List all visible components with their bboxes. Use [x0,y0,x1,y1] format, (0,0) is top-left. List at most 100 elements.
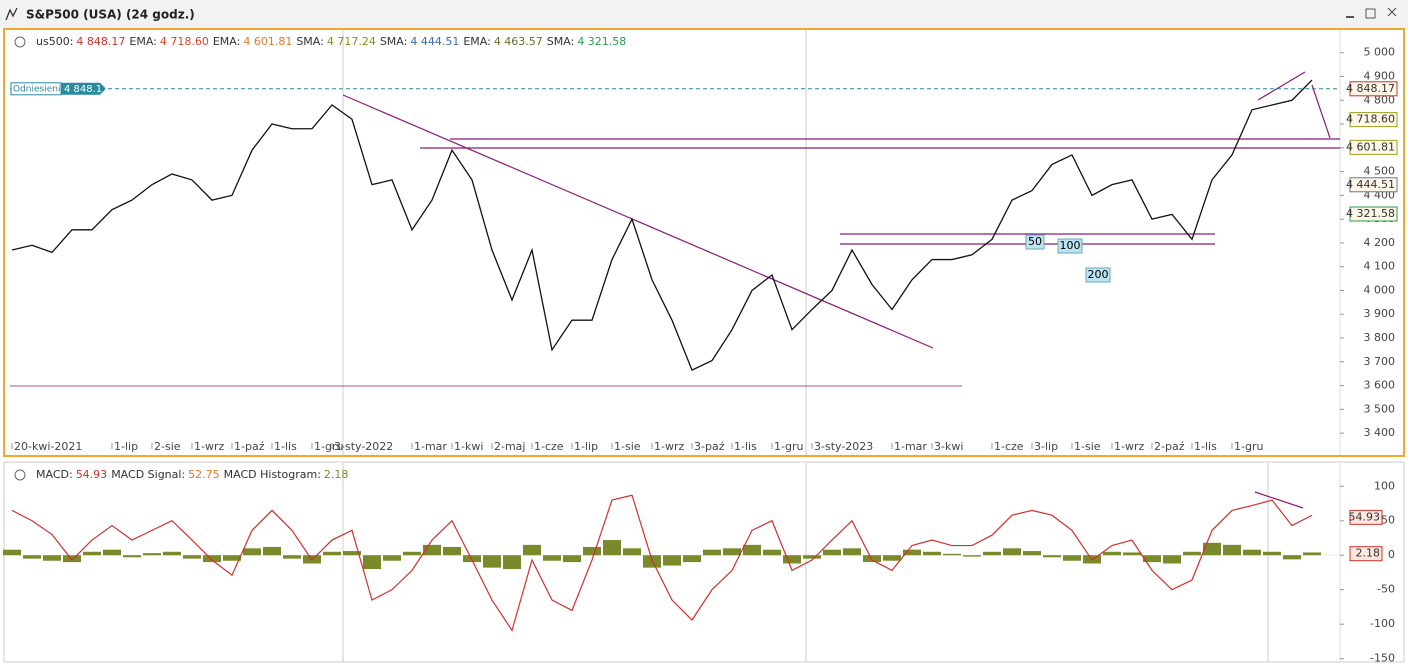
price-label: 4 601.81 [1346,140,1395,153]
legend-name: SMA: [380,35,408,48]
histogram-bar [263,546,281,556]
histogram-bar [1303,552,1321,556]
histogram-bar [543,555,561,561]
legend-name: MACD Histogram: [224,468,321,481]
x-tick-label: 1-wrz [1114,440,1144,453]
histogram-bar [1003,548,1021,556]
legend-value: 4 463.57 [494,35,543,48]
y-tick-label: 0 [1388,548,1395,561]
histogram-bar [643,555,661,568]
price-label-box [1349,177,1398,193]
x-tick-label: 3-paź [694,440,725,453]
histogram-bar [803,555,821,559]
histogram-bar [43,555,61,561]
x-tick-label: 3-sty-2023 [814,440,873,453]
x-tick-label: 1-wrz [654,440,684,453]
y-tick-label: -50 [1377,583,1395,596]
price-panel [3,28,1405,457]
histogram-bar [1023,551,1041,556]
histogram-bar [423,544,441,556]
histogram-bar [1063,555,1081,561]
x-tick-label: 2-maj [494,440,525,453]
histogram-bar [443,546,461,556]
legend-name: EMA: [129,35,156,48]
histogram-bar [743,544,761,556]
histogram-bar [723,548,741,556]
maximize-button[interactable] [1365,8,1376,19]
price-line [11,79,1313,371]
histogram-bar [203,555,221,563]
histogram-bar [843,548,861,556]
y-tick-label: 4 900 [1364,69,1396,82]
histogram-bar [1103,551,1121,556]
x-tick-label: 3-sty-2022 [334,440,393,453]
histogram-bar [383,555,401,561]
histogram-bar [983,551,1001,556]
histogram-bar [923,551,941,556]
x-tick-label: 1-cze [534,440,564,453]
reference-tag [61,82,106,95]
histogram-bar [23,555,41,559]
trend-line [1257,71,1306,101]
x-tick-label: 1-cze [994,440,1024,453]
legend-name: SMA: [547,35,575,48]
histogram-bar [1143,555,1161,563]
value-label-box [1349,509,1383,525]
value-label: 54.93 [1349,510,1381,523]
x-tick-label: 1-lis [274,440,297,453]
histogram-bar [103,549,121,556]
x-tick-label: 1-sie [614,440,641,453]
histogram-bar [3,549,21,556]
x-tick-label: 20-kwi-2021 [14,440,82,453]
legend-value: 2.18 [324,468,349,481]
histogram-bar [663,555,681,566]
legend-icon [14,469,26,481]
reference-label: Odniesienie [13,84,66,94]
trend-line [1311,84,1331,139]
legend-value: 4 717.24 [327,35,376,48]
histogram-bar [1223,544,1241,556]
price-label: 4 321.58 [1346,207,1395,220]
legend-name: MACD: [36,468,73,481]
histogram-bar [963,555,981,557]
price-label-box [1349,112,1398,128]
trend-line [342,94,934,349]
y-tick-label: 3 900 [1364,307,1396,320]
histogram-bar [323,551,341,556]
annotation-box [1025,234,1045,250]
x-tick-label: 1-lis [734,440,757,453]
close-button[interactable] [1387,7,1397,17]
x-tick-label: 1-paź [234,440,265,453]
histogram-bar [1243,549,1261,556]
annotation: 50 [1028,235,1042,248]
x-tick-label: 1-lip [574,440,598,453]
histogram-bar [683,555,701,563]
histogram-bar [1283,555,1301,560]
histogram-bar [183,555,201,559]
macd-line [11,494,1313,632]
price-label-box [1349,206,1398,222]
y-tick-label: 4 800 [1364,93,1396,106]
x-tick-label: 2-sie [154,440,181,453]
x-tick-label: 1-lip [114,440,138,453]
histogram-bar [1163,555,1181,564]
histogram-bar [283,555,301,559]
histogram-bar [703,549,721,556]
legend-value: 4 718.60 [160,35,209,48]
histogram-bar [863,555,881,563]
price-label-box [1349,81,1398,97]
annotation-box [1057,238,1083,254]
annotation: 200 [1088,268,1109,281]
legend-value: 54.93 [76,468,108,481]
legend-name: SMA: [296,35,324,48]
minimize-button[interactable] [1346,16,1354,18]
histogram-bar [163,551,181,556]
value-label: 2.18 [1356,547,1381,560]
legend-value: 4 321.58 [577,35,626,48]
histogram-bar [123,555,141,558]
histogram-bar [603,540,621,556]
x-tick-label: 3-kwi [934,440,963,453]
histogram-bar [583,546,601,556]
window-title: S&P500 (USA) (24 godz.) [26,8,195,22]
